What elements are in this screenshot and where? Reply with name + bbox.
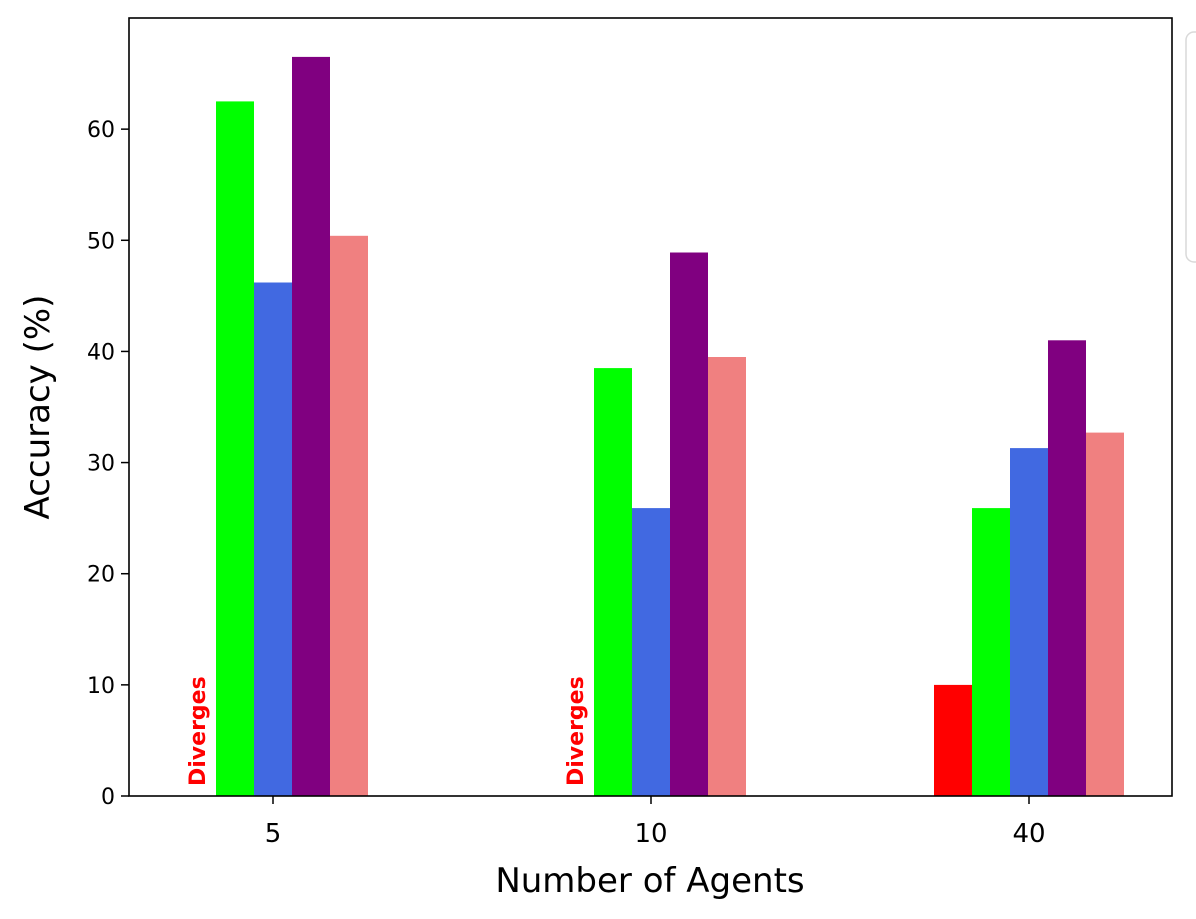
bar-s1-c40: [972, 508, 1010, 796]
y-tick-label-3: 30: [87, 452, 115, 477]
bar-s3-c40: [1048, 340, 1086, 796]
y-tick-label-6: 60: [87, 118, 115, 143]
bar-s4-c5: [330, 235, 368, 797]
x-axis-title: Number of Agents: [495, 861, 804, 901]
bar-s2-c40: [1010, 448, 1048, 796]
bar-s2-c10: [632, 508, 670, 796]
y-tick-label-2: 20: [87, 563, 115, 588]
y-axis: 0 10 20 30 40 50 60: [87, 118, 129, 810]
y-tick-label-5: 50: [87, 229, 115, 254]
bar-s3-c10: [670, 252, 708, 796]
y-axis-title: Accuracy (%): [18, 295, 58, 520]
x-tick-label-10: 10: [634, 819, 667, 849]
y-tick-label-0: 0: [101, 785, 115, 810]
y-tick-label-4: 40: [87, 340, 115, 365]
bar-s4-c40: [1086, 432, 1124, 796]
x-axis: 5 10 40: [265, 796, 1046, 849]
bar-s2-c5: [254, 282, 292, 796]
x-tick-label-40: 40: [1012, 819, 1045, 849]
bar-s1-c5: [216, 101, 254, 796]
bar-s4-c10: [708, 357, 746, 796]
y-tick-label-1: 10: [87, 674, 115, 699]
diverges-label-0: Diverges: [186, 676, 211, 786]
bar-s1-c10: [594, 368, 632, 796]
bars-layer: [216, 56, 1124, 797]
bar-s3-c5: [292, 56, 330, 796]
bar-s0-c40: [934, 684, 972, 796]
x-tick-label-5: 5: [265, 819, 282, 849]
annotations-layer: Diverges Diverges: [186, 676, 589, 786]
legend-box: [1185, 31, 1196, 263]
diverges-label-1: Diverges: [564, 676, 589, 786]
